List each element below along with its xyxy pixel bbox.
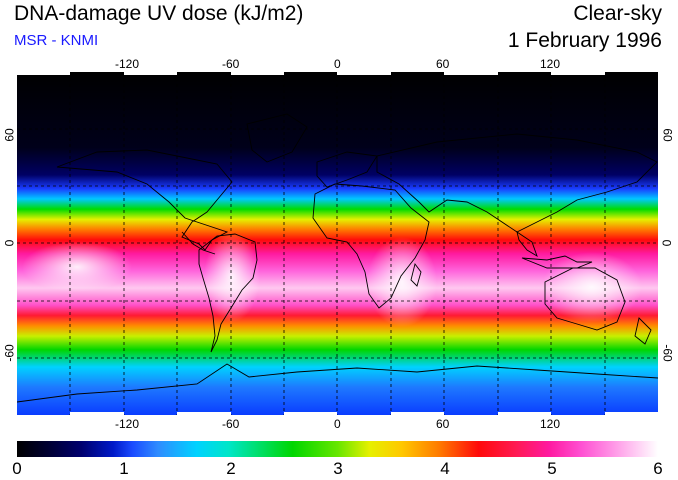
- map-title: DNA-damage UV dose (kJ/m2): [14, 2, 304, 25]
- lat-tick-left-0: 0: [2, 239, 17, 247]
- lon-tick-top-120: 120: [540, 57, 561, 71]
- map-subtitle: MSR - KNMI: [14, 32, 99, 49]
- australia-hotspot: [542, 252, 642, 322]
- pacific-hotspot: [22, 242, 132, 292]
- uv-dose-field: [17, 72, 658, 415]
- lat-tick-right-0: 0: [659, 239, 674, 247]
- europe-outline: [316, 151, 378, 188]
- australia-outline: [544, 267, 626, 331]
- south-america-hotspot: [204, 232, 260, 322]
- north-america-outline: [56, 149, 233, 251]
- lon-tick-bottom-minus120: -120: [115, 417, 140, 431]
- lat-tick-right-60: 60: [660, 128, 675, 142]
- lon-tick-bottom-minus60: -60: [222, 417, 240, 431]
- asia-outline: [376, 133, 658, 233]
- lon-tick-top-0: 0: [334, 57, 341, 71]
- lon-tick-top-minus120: -120: [115, 57, 140, 71]
- colorbar-label-2: 2: [226, 459, 236, 478]
- new-zealand-outline: [634, 317, 652, 345]
- colorbar-label-1: 1: [119, 459, 129, 478]
- colorbar-label-6: 6: [653, 459, 663, 478]
- colorbar-label-4: 4: [440, 459, 450, 478]
- africa-hotspot: [367, 237, 437, 327]
- sky-condition-label: Clear-sky: [573, 2, 662, 25]
- lon-tick-bottom-120: 120: [540, 417, 561, 431]
- coastlines: [17, 113, 658, 403]
- lon-tick-bottom-60: 60: [436, 417, 450, 431]
- indochina-outline: [516, 230, 538, 258]
- greenland-outline: [246, 113, 308, 163]
- map-date: 1 February 1996: [507, 29, 662, 52]
- lat-tick-left-minus60: -60: [2, 344, 17, 362]
- madagascar-outline: [410, 262, 422, 287]
- color-scale-bar: [17, 441, 658, 457]
- lat-tick-left-60: 60: [2, 128, 17, 142]
- africa-outline: [312, 183, 430, 309]
- indonesia-outline: [521, 255, 593, 269]
- antarctica-outline: [17, 363, 658, 403]
- colorbar-label-0: 0: [12, 459, 22, 478]
- central-america-outline: [181, 231, 216, 255]
- frame-scale-bars: [17, 72, 658, 415]
- lon-tick-bottom-0: 0: [334, 417, 341, 431]
- south-america-outline: [198, 233, 258, 353]
- colorbar-label-5: 5: [547, 459, 557, 478]
- lon-tick-top-60: 60: [436, 57, 450, 71]
- uv-dose-map-canvas: [17, 72, 658, 415]
- lon-tick-top-minus60: -60: [222, 57, 240, 71]
- lat-tick-right-minus60: -60: [660, 344, 675, 362]
- uv-dose-map: [17, 72, 658, 415]
- graticule: [17, 72, 658, 415]
- colorbar-label-3: 3: [333, 459, 343, 478]
